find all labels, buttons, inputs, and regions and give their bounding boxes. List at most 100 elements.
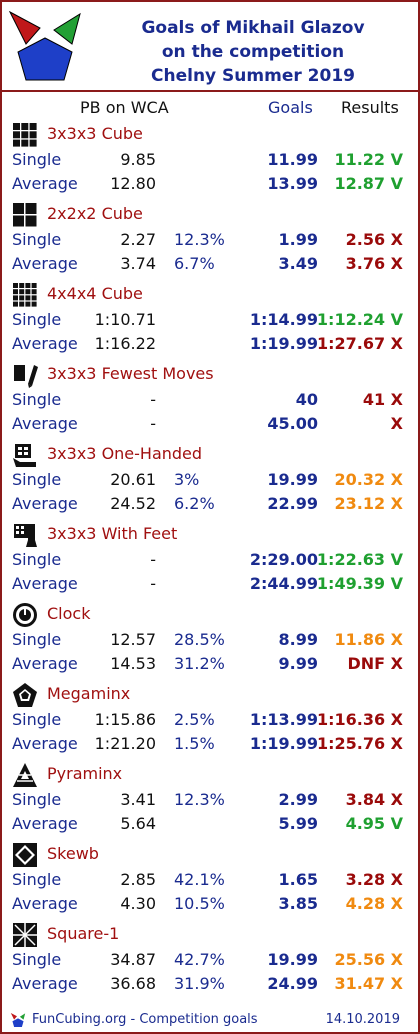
footer-date: 14.10.2019	[325, 1012, 400, 1027]
column-headers: PB on WCA Goals Results	[2, 98, 418, 122]
event-block: Clock Single 12.57 28.5% 8.99 11.86 X Av…	[2, 602, 418, 682]
goal-value: 11.99	[267, 150, 318, 169]
pb-value: 2.85	[120, 870, 156, 889]
goal-value: 19.99	[267, 950, 318, 969]
funcubing-logo-icon	[8, 10, 81, 81]
pb-value: 12.80	[110, 174, 156, 193]
pb-value: 1:15.86	[94, 710, 156, 729]
event-block: Square-1 Single 34.87 42.7% 19.99 25.56 …	[2, 922, 418, 1002]
pb-value: 2.27	[120, 230, 156, 249]
percent-value: 31.9%	[174, 974, 225, 993]
pb-column-header: PB on WCA	[80, 98, 169, 117]
event-name: Skewb	[47, 844, 99, 863]
event-block: Skewb Single 2.85 42.1% 1.65 3.28 X Aver…	[2, 842, 418, 922]
event-name: Megaminx	[47, 684, 131, 703]
header-divider	[2, 90, 418, 92]
result-value: 2.56 X	[345, 230, 403, 249]
event-header: Megaminx	[2, 682, 418, 708]
result-value: 1:22.63 V	[316, 550, 403, 569]
pb-value: -	[150, 550, 156, 569]
result-value: 4.28 X	[345, 894, 403, 913]
average-row: Average 24.52 6.2% 22.99 23.12 X	[2, 494, 418, 518]
pb-value: 1:21.20	[94, 734, 156, 753]
with-feet-icon	[12, 522, 38, 548]
average-label: Average	[12, 974, 78, 993]
result-value: 1:27.67 X	[316, 334, 403, 353]
event-name: Pyraminx	[47, 764, 123, 783]
average-row: Average 4.30 10.5% 3.85 4.28 X	[2, 894, 418, 918]
single-row: Single 20.61 3% 19.99 20.32 X	[2, 470, 418, 494]
percent-value: 12.3%	[174, 230, 225, 249]
single-label: Single	[12, 630, 62, 649]
goal-value: 22.99	[267, 494, 318, 513]
single-row: Single 9.85 11.99 11.22 V	[2, 150, 418, 174]
event-block: 4x4x4 Cube Single 1:10.71 1:14.99 1:12.2…	[2, 282, 418, 362]
cube-4x4-icon	[12, 282, 38, 308]
event-name: 3x3x3 One-Handed	[47, 444, 203, 463]
single-row: Single 3.41 12.3% 2.99 3.84 X	[2, 790, 418, 814]
percent-value: 42.7%	[174, 950, 225, 969]
goal-value: 2:29.00	[249, 550, 318, 569]
goal-value: 2.99	[278, 790, 318, 809]
average-label: Average	[12, 174, 78, 193]
result-value: 41 X	[362, 390, 403, 409]
single-label: Single	[12, 950, 62, 969]
percent-value: 42.1%	[174, 870, 225, 889]
percent-value: 6.2%	[174, 494, 215, 513]
result-value: 23.12 X	[334, 494, 403, 513]
result-value: 25.56 X	[334, 950, 403, 969]
square-1-icon	[12, 922, 38, 948]
event-block: Megaminx Single 1:15.86 2.5% 1:13.99 1:1…	[2, 682, 418, 762]
skewb-icon	[12, 842, 38, 868]
event-header: 3x3x3 Cube	[2, 122, 418, 148]
footer: FunCubing.org - Competition goals 14.10.…	[2, 1006, 418, 1032]
result-value: 3.84 X	[345, 790, 403, 809]
cube-3x3-icon	[12, 122, 38, 148]
pb-value: 1:16.22	[94, 334, 156, 353]
pb-value: 12.57	[110, 630, 156, 649]
header: Goals of Mikhail Glazov on the competiti…	[2, 2, 418, 90]
event-name: 4x4x4 Cube	[47, 284, 143, 303]
pb-value: 3.74	[120, 254, 156, 273]
average-label: Average	[12, 654, 78, 673]
goal-value: 1.99	[278, 230, 318, 249]
single-label: Single	[12, 550, 62, 569]
goal-value: 2:44.99	[249, 574, 318, 593]
result-value: 1:49.39 V	[316, 574, 403, 593]
one-handed-icon	[12, 442, 38, 468]
goal-value: 3.85	[278, 894, 318, 913]
pb-value: 20.61	[110, 470, 156, 489]
average-row: Average 1:21.20 1.5% 1:19.99 1:25.76 X	[2, 734, 418, 758]
fewest-moves-icon	[12, 362, 38, 388]
footer-text: FunCubing.org - Competition goals	[32, 1012, 258, 1027]
goal-value: 5.99	[278, 814, 318, 833]
percent-value: 10.5%	[174, 894, 225, 913]
average-label: Average	[12, 734, 78, 753]
pb-value: 9.85	[120, 150, 156, 169]
goal-value: 13.99	[267, 174, 318, 193]
percent-value: 31.2%	[174, 654, 225, 673]
result-value: 20.32 X	[334, 470, 403, 489]
single-row: Single 12.57 28.5% 8.99 11.86 X	[2, 630, 418, 654]
pb-value: 14.53	[110, 654, 156, 673]
percent-value: 1.5%	[174, 734, 215, 753]
pb-value: 1:10.71	[94, 310, 156, 329]
title-line-2: on the competition	[161, 42, 345, 62]
event-block: 3x3x3 One-Handed Single 20.61 3% 19.99 2…	[2, 442, 418, 522]
average-row: Average 1:16.22 1:19.99 1:27.67 X	[2, 334, 418, 358]
average-row: Average - 45.00 X	[2, 414, 418, 438]
percent-value: 12.3%	[174, 790, 225, 809]
goal-value: 1.65	[278, 870, 318, 889]
result-value: X	[390, 414, 403, 433]
result-value: 11.86 X	[334, 630, 403, 649]
goal-value: 1:19.99	[249, 334, 318, 353]
event-name: 2x2x2 Cube	[47, 204, 143, 223]
megaminx-icon	[12, 682, 38, 708]
average-label: Average	[12, 494, 78, 513]
event-header: 3x3x3 One-Handed	[2, 442, 418, 468]
event-block: 3x3x3 With Feet Single - 2:29.00 1:22.63…	[2, 522, 418, 602]
pb-value: -	[150, 390, 156, 409]
average-label: Average	[12, 414, 78, 433]
percent-value: 28.5%	[174, 630, 225, 649]
average-row: Average - 2:44.99 1:49.39 V	[2, 574, 418, 598]
